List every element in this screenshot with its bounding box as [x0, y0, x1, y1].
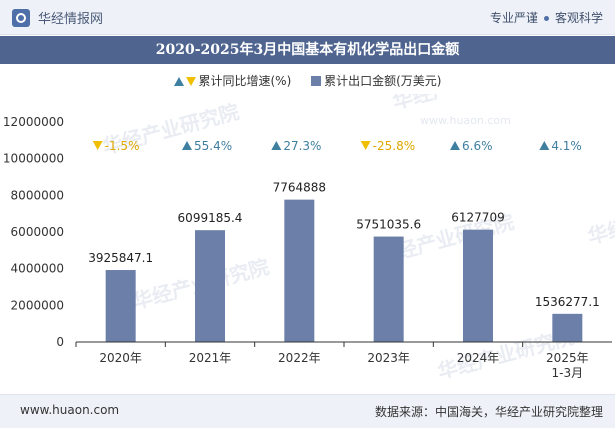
y-axis: 0 2000000 4000000 6000000 8000000 10000000 120… [3, 115, 64, 349]
watermark-text: 华经产业研究院 [390, 94, 531, 114]
y-tick-label: 0 [56, 335, 64, 349]
watermark-layer: 华经产业研究院华经产业研究院华经产业研究院华经产业研究院华经产业研究院华经产业研… [100, 94, 615, 384]
bar-value-label: 5751035.6 [356, 218, 421, 232]
y-tick-label: 2000000 [11, 298, 64, 312]
brand-logo: 华经情报网 [12, 8, 103, 27]
growth-label: 27.3% [283, 139, 321, 153]
x-tick-label: 1-3月 [552, 366, 584, 380]
bar [463, 229, 493, 342]
x-tick-label: 2021年 [189, 351, 232, 365]
bar [105, 270, 136, 342]
growth-label: 55.4% [194, 139, 232, 153]
y-tick-label: 12000000 [3, 115, 64, 129]
legend-square-icon [311, 76, 322, 86]
growth-label: -1.5% [105, 139, 140, 153]
y-tick-label: 10000000 [3, 152, 64, 166]
y-tick-label: 8000000 [11, 188, 64, 202]
x-tick-label: 2025年 [546, 351, 589, 365]
legend-item-growth: 累计同比增速(%) [173, 72, 292, 89]
bar-value-label: 6127709 [451, 211, 504, 225]
growth-down-triangle [360, 141, 371, 150]
growth-up-triangle [450, 141, 460, 150]
watermark-text: 华经产业研究院 [585, 189, 615, 248]
bar-value-label: 1536277.1 [535, 295, 600, 309]
slogan-a: 专业严谨 [489, 11, 538, 25]
growth-up-triangle [271, 141, 282, 150]
y-tick-label: 6000000 [11, 225, 64, 239]
bar [373, 236, 404, 342]
chart-title: 2020-2025年3月中国基本有机化学品出口金额 [0, 36, 615, 64]
growth-up-triangle [182, 141, 192, 150]
bar-value-label: 6099185.4 [178, 211, 243, 225]
growth-label: -25.8% [373, 139, 415, 153]
bars-layer: 3925847.1 -1.5% 6099185.4 55.4% 7764888 27.3%… [88, 139, 600, 342]
x-tick-label: 2023年 [367, 351, 410, 365]
footer-source: 数据来源：中国海关，华经产业研究院整理 [374, 405, 603, 419]
watermark-url: www.huaon.com [420, 114, 511, 127]
x-tick-label: 2024年 [457, 351, 500, 365]
logo-text: 华经情报网 [38, 12, 104, 27]
growth-label: 6.6% [462, 139, 493, 153]
bar [552, 313, 583, 342]
bar-value-label: 3925847.1 [88, 251, 153, 265]
growth-up-triangle [539, 141, 550, 150]
legend-triangles-icon [173, 77, 196, 86]
x-tick-label: 2020年 [99, 351, 142, 365]
legend-item-amount: 累计出口金额(万美元) [311, 72, 441, 89]
footer-url: www.huaon.com [20, 403, 120, 417]
chart-plot: 华经产业研究院华经产业研究院华经产业研究院华经产业研究院华经产业研究院华经产业研… [3, 94, 615, 384]
footer: www.huaon.com 数据来源：中国海关，华经产业研究院整理 [0, 394, 615, 428]
top-bar: 华经情报网 专业严谨 客观科学 [0, 0, 615, 35]
y-tick-label: 4000000 [11, 262, 64, 276]
slogan: 专业严谨 客观科学 [490, 9, 603, 26]
slogan-b: 客观科学 [554, 11, 603, 25]
growth-down-triangle [92, 141, 103, 150]
bar-value-label: 7764888 [273, 181, 326, 195]
bar [284, 199, 315, 342]
legend-label-growth: 累计同比增速(%) [198, 74, 292, 88]
logo-icon [12, 8, 30, 27]
growth-label: 4.1% [551, 139, 582, 153]
chart-legend: 累计同比增速(%) 累计出口金额(万美元) [0, 72, 615, 89]
bar [195, 230, 225, 342]
dot-icon [543, 16, 549, 21]
legend-label-amount: 累计出口金额(万美元) [324, 74, 442, 88]
x-tick-label: 2022年 [278, 351, 321, 365]
